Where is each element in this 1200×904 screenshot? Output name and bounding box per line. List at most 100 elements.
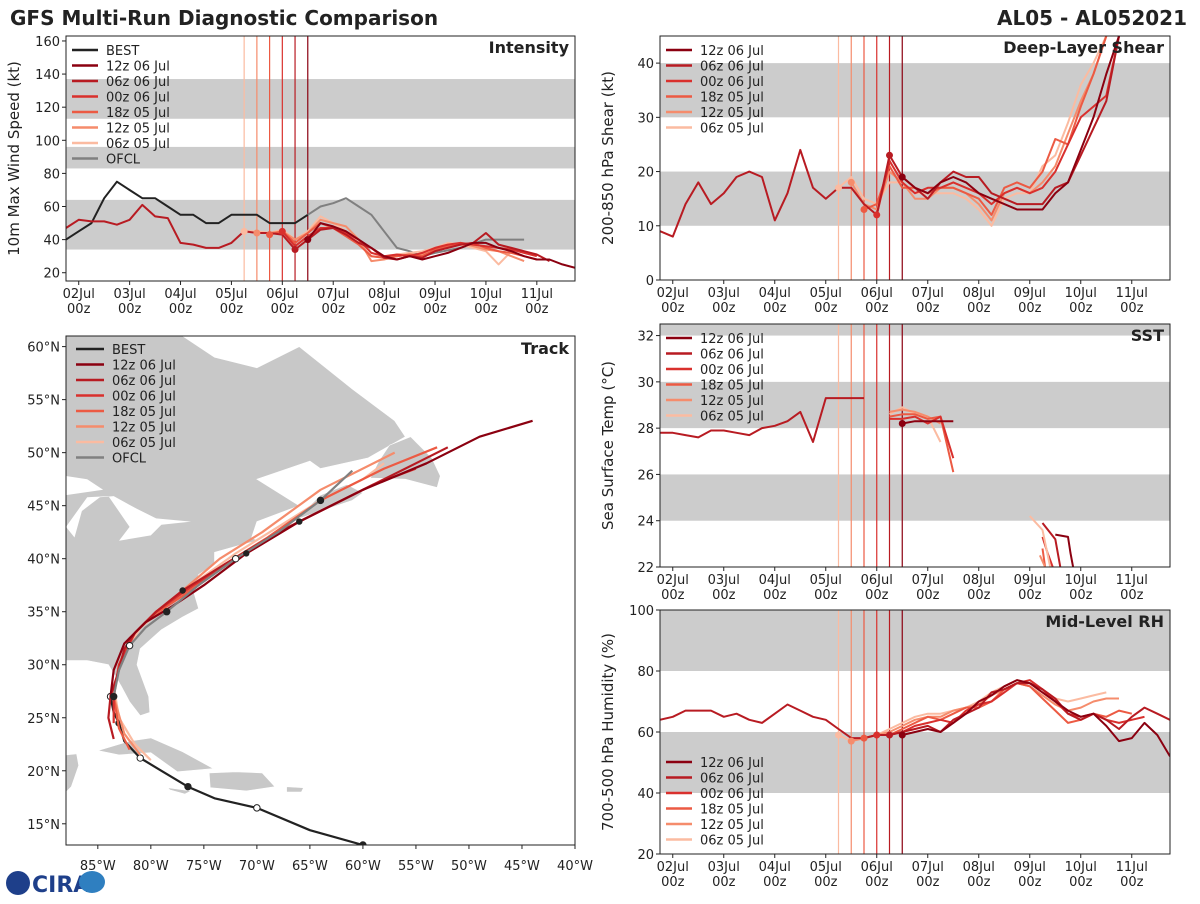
x-tick-label-hour: 00z (814, 588, 838, 603)
legend-label: 18z 05 Jul (700, 91, 764, 106)
x-tick-label-hour: 00z (661, 875, 685, 890)
x-tick-label-day: 07Jul (317, 287, 349, 302)
x-tick-label-day: 04Jul (759, 286, 791, 301)
land-mass (369, 436, 441, 488)
init-marker (835, 731, 842, 739)
run-line (863, 36, 1108, 216)
y-tick-label: 160 (35, 35, 60, 50)
panel-title: Intensity (489, 38, 570, 57)
legend-label: 00z 06 Jul (700, 787, 764, 802)
y-tick-label: 22 (637, 561, 654, 576)
land-mass (97, 737, 215, 773)
init-marker (898, 731, 906, 739)
x-tick-label-hour: 00z (763, 875, 787, 890)
legend-label: 06z 06 Jul (700, 60, 764, 75)
legend-label: 12z 06 Jul (700, 44, 764, 59)
land-mass (66, 753, 80, 793)
y-tick-label: 100 (35, 134, 60, 149)
run-line (307, 222, 575, 269)
x-tick-label-day: 06Jul (861, 573, 893, 588)
sst-frame (659, 323, 1171, 568)
lon-tick-label: 60°W (345, 859, 381, 874)
init-marker (873, 731, 881, 739)
y-tick-label: 40 (637, 57, 654, 72)
x-tick-label-day: 04Jul (759, 860, 791, 875)
run-line (902, 420, 954, 425)
land-mass (66, 336, 406, 716)
x-tick-label-hour: 00z (712, 875, 736, 890)
x-tick-label-hour: 00z (712, 301, 736, 316)
y-tick-label: 40 (637, 787, 654, 802)
init-marker (835, 184, 842, 192)
intensity-plot-area (66, 36, 575, 281)
init-marker (898, 173, 906, 181)
x-tick-label-day: 02Jul (657, 286, 689, 301)
init-marker (266, 231, 274, 239)
cira-logo: CIRA (6, 871, 105, 898)
x-tick-label-hour: 00z (1069, 875, 1093, 890)
track-marker (125, 641, 134, 650)
legend-label: 18z 05 Jul (700, 379, 764, 394)
storm-id: AL05 - AL052021 (997, 6, 1187, 30)
x-tick-label-day: 03Jul (708, 860, 740, 875)
x-tick-label-day: 09Jul (1014, 286, 1046, 301)
shading-band (660, 324, 1170, 336)
x-tick-label-day: 08Jul (963, 860, 995, 875)
rh-plot-area (660, 610, 1170, 854)
x-tick-label-day: 05Jul (810, 573, 842, 588)
intensity-panel: 2040608010012014016002Jul00z03Jul00z04Ju… (5, 35, 576, 317)
x-tick-label-hour: 00z (1018, 301, 1042, 316)
shear-plot-area (660, 36, 1170, 280)
legend-label: 12z 05 Jul (700, 106, 764, 121)
legend-label: 00z 06 Jul (106, 91, 170, 106)
legend-label: 06z 05 Jul (106, 137, 170, 152)
x-tick-label-day: 11Jul (1116, 860, 1148, 875)
init-marker (304, 236, 312, 244)
lon-tick-label: 55°W (398, 859, 434, 874)
run-track-line (109, 419, 533, 697)
legend-label: 18z 05 Jul (112, 405, 176, 420)
logo-cloud-icon (79, 871, 105, 893)
run-line (838, 679, 1107, 743)
x-tick-label-day: 02Jul (63, 287, 95, 302)
lon-tick-label: 75°W (186, 859, 222, 874)
lon-tick-label: 65°W (292, 859, 328, 874)
legend-label: OFCL (106, 153, 141, 168)
x-tick-label-hour: 00z (814, 875, 838, 890)
lon-tick-label: 40°W (557, 859, 593, 874)
lon-tick-label: 85°W (80, 859, 116, 874)
x-tick-label-hour: 00z (423, 302, 447, 317)
legend-label: 06z 06 Jul (112, 374, 176, 389)
shear-panel: 01020304002Jul00z03Jul00z04Jul00z05Jul00… (599, 35, 1171, 316)
track-marker (163, 608, 171, 616)
x-tick-label-hour: 00z (525, 302, 549, 317)
y-axis-label: Sea Surface Temp (°C) (599, 361, 617, 530)
x-tick-label-hour: 00z (763, 301, 787, 316)
legend-label: BEST (112, 343, 145, 358)
lat-tick-label: 60°N (27, 341, 60, 356)
x-tick-label-day: 04Jul (759, 573, 791, 588)
legend-label: 18z 05 Jul (700, 803, 764, 818)
track-panel: 85°W 80°W 75°W 70°W 65°W 60°W 55°W 50°W 45°W 40°W… (27, 335, 593, 874)
track-marker (243, 550, 250, 557)
legend-label: 06z 06 Jul (700, 772, 764, 787)
y-tick-label: 32 (637, 330, 654, 345)
run-line (876, 679, 1145, 736)
shear-frame (659, 35, 1171, 281)
x-tick-label-day: 09Jul (1014, 573, 1046, 588)
x-tick-label-hour: 00z (865, 588, 889, 603)
panel-title: Track (521, 339, 569, 358)
legend-label: 12z 05 Jul (700, 394, 764, 409)
x-tick-label-hour: 00z (169, 302, 193, 317)
sst-panel: 22242628303202Jul00z03Jul00z04Jul00z05Ju… (599, 323, 1171, 603)
x-tick-label-day: 10Jul (470, 287, 502, 302)
x-tick-label-hour: 00z (1120, 588, 1144, 603)
lat-tick-label: 45°N (27, 500, 60, 515)
shading-band (66, 146, 575, 169)
y-tick-label: 80 (43, 167, 60, 182)
shading-band (660, 610, 1170, 671)
y-tick-label: 20 (43, 267, 60, 282)
lat-tick-label: 25°N (27, 712, 60, 727)
lat-tick-label: 40°N (27, 553, 60, 568)
